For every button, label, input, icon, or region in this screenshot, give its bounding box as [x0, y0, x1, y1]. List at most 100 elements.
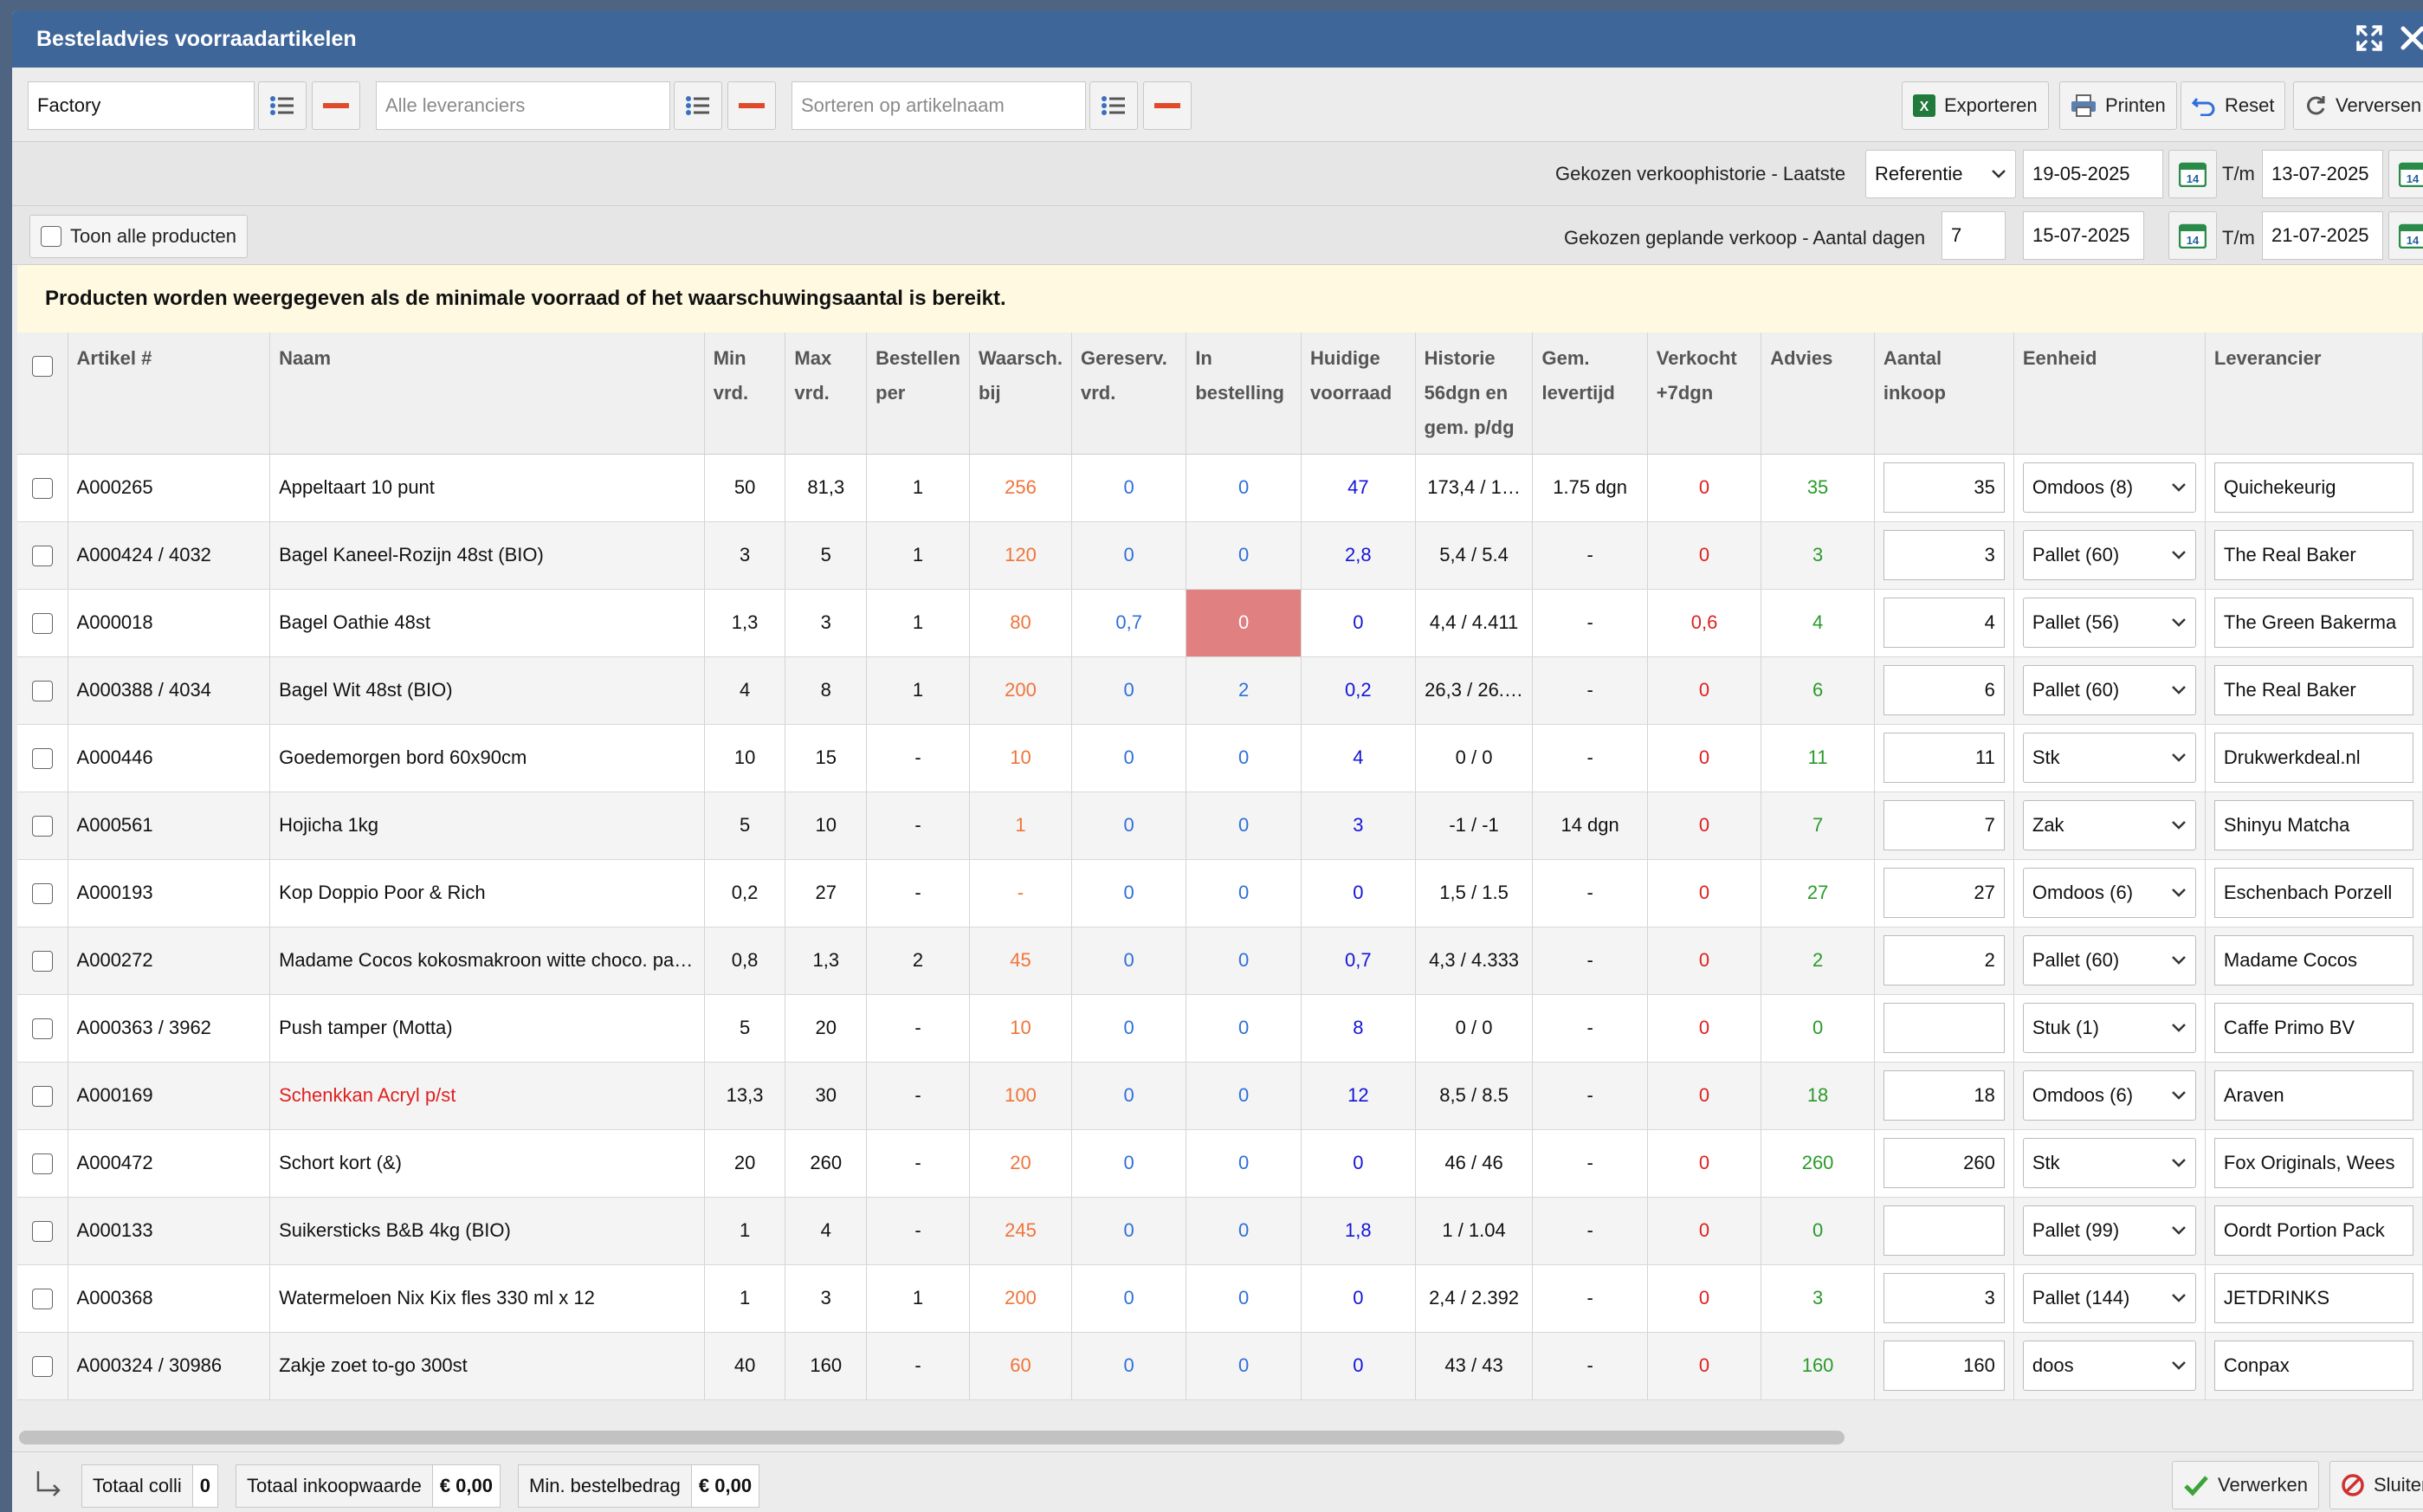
unit-select[interactable]: doos [2022, 1341, 2196, 1391]
purchase-qty-input[interactable]: 27 [1883, 868, 2005, 918]
sort-input[interactable]: Sorteren op artikelnaam [792, 81, 1086, 130]
column-header[interactable]: Min vrd. [704, 333, 786, 455]
history-from-date[interactable]: 19-05-2025 [2023, 150, 2163, 198]
row-checkbox[interactable] [31, 748, 53, 770]
column-header[interactable]: Leverancier [2205, 333, 2423, 455]
location-list-button[interactable] [258, 81, 307, 130]
row-checkbox[interactable] [31, 613, 53, 635]
purchase-qty-input[interactable]: 160 [1883, 1341, 2005, 1391]
select-all-checkbox[interactable] [31, 356, 53, 378]
planned-from-calendar-button[interactable]: 14 [2168, 211, 2217, 260]
planned-to-calendar-button[interactable]: 14 [2388, 211, 2423, 260]
row-checkbox[interactable] [31, 1086, 53, 1108]
history-to-date[interactable]: 13-07-2025 [2262, 150, 2383, 198]
sort-list-button[interactable] [1089, 81, 1138, 130]
row-checkbox[interactable] [31, 1289, 53, 1310]
history-mode-select[interactable]: Referentie [1865, 150, 2016, 198]
unit-select[interactable]: Pallet (60) [2022, 530, 2196, 580]
reset-button[interactable]: Reset [2181, 81, 2286, 130]
purchase-qty-input[interactable]: 3 [1883, 1273, 2005, 1323]
purchase-qty-input[interactable]: 11 [1883, 733, 2005, 783]
close-button[interactable]: Sluiten [2329, 1461, 2423, 1509]
column-header[interactable]: Bestellen per [866, 333, 970, 455]
column-header[interactable]: Naam [269, 333, 705, 455]
row-checkbox[interactable] [31, 816, 53, 837]
row-checkbox[interactable] [31, 1221, 53, 1243]
supplier-field[interactable]: Caffe Primo BV [2213, 1003, 2413, 1053]
purchase-qty-input[interactable] [1883, 1003, 2005, 1053]
select-all-header[interactable] [17, 333, 68, 455]
supplier-field[interactable]: Drukwerkdeal.nl [2213, 733, 2413, 783]
column-header[interactable]: Verkocht +7dgn [1647, 333, 1762, 455]
supplier-field[interactable]: The Real Baker [2213, 665, 2413, 715]
location-filter-input[interactable]: Factory [28, 81, 255, 130]
supplier-field[interactable]: Fox Originals, Wees [2213, 1138, 2413, 1188]
column-header[interactable]: Eenheid [2013, 333, 2206, 455]
maximize-icon[interactable] [2350, 19, 2388, 57]
row-checkbox[interactable] [31, 1018, 53, 1040]
column-header[interactable]: Artikel # [68, 333, 271, 455]
unit-select[interactable]: Stk [2022, 733, 2196, 783]
column-header[interactable]: Waarsch. bij [969, 333, 1072, 455]
supplier-field[interactable]: Eschenbach Porzell [2213, 868, 2413, 918]
column-header[interactable]: In bestelling [1186, 333, 1302, 455]
purchase-qty-input[interactable]: 6 [1883, 665, 2005, 715]
close-icon[interactable] [2394, 19, 2423, 57]
planned-to-date[interactable]: 21-07-2025 [2262, 211, 2383, 260]
row-checkbox[interactable] [31, 1153, 53, 1175]
process-button[interactable]: Verwerken [2172, 1461, 2319, 1509]
show-all-checkbox[interactable] [41, 226, 61, 247]
supplier-field[interactable]: Araven [2213, 1070, 2413, 1121]
purchase-qty-input[interactable]: 2 [1883, 935, 2005, 985]
unit-select[interactable]: Omdoos (6) [2022, 1070, 2196, 1121]
supplier-field[interactable]: Shinyu Matcha [2213, 800, 2413, 850]
planned-days-input[interactable]: 7 [1942, 211, 2006, 260]
planned-from-date[interactable]: 15-07-2025 [2023, 211, 2144, 260]
horizontal-scrollbar[interactable] [19, 1431, 1845, 1444]
column-header[interactable]: Gem. levertijd [1532, 333, 1648, 455]
purchase-qty-input[interactable] [1883, 1205, 2005, 1256]
unit-select[interactable]: Zak [2022, 800, 2196, 850]
location-clear-button[interactable] [312, 81, 360, 130]
purchase-qty-input[interactable]: 3 [1883, 530, 2005, 580]
row-checkbox[interactable] [31, 1356, 53, 1378]
unit-select[interactable]: Pallet (60) [2022, 935, 2196, 985]
refresh-button[interactable]: Verversen [2293, 81, 2423, 130]
unit-select[interactable]: Pallet (99) [2022, 1205, 2196, 1256]
row-checkbox[interactable] [31, 681, 53, 702]
history-from-calendar-button[interactable]: 14 [2168, 150, 2217, 198]
unit-select[interactable]: Pallet (56) [2022, 598, 2196, 648]
supplier-field[interactable]: JETDRINKS [2213, 1273, 2413, 1323]
unit-select[interactable]: Pallet (144) [2022, 1273, 2196, 1323]
unit-select[interactable]: Stk [2022, 1138, 2196, 1188]
column-header[interactable]: Gereserv. vrd. [1071, 333, 1187, 455]
column-header[interactable]: Historie 56dgn en gem. p/dg [1415, 333, 1534, 455]
supplier-field[interactable]: The Green Bakerma [2213, 598, 2413, 648]
column-header[interactable]: Huidige voorraad [1301, 333, 1416, 455]
column-header[interactable]: Aantal inkoop [1874, 333, 2014, 455]
purchase-qty-input[interactable]: 7 [1883, 800, 2005, 850]
column-header[interactable]: Advies [1761, 333, 1875, 455]
supplier-list-button[interactable] [674, 81, 722, 130]
row-checkbox[interactable] [31, 883, 53, 905]
row-checkbox[interactable] [31, 951, 53, 972]
supplier-field[interactable]: Conpax [2213, 1341, 2413, 1391]
purchase-qty-input[interactable]: 35 [1883, 462, 2005, 513]
row-checkbox[interactable] [31, 546, 53, 567]
column-header[interactable]: Max vrd. [785, 333, 868, 455]
history-to-calendar-button[interactable]: 14 [2388, 150, 2423, 198]
purchase-qty-input[interactable]: 4 [1883, 598, 2005, 648]
supplier-clear-button[interactable] [727, 81, 776, 130]
unit-select[interactable]: Omdoos (8) [2022, 462, 2196, 513]
purchase-qty-input[interactable]: 18 [1883, 1070, 2005, 1121]
row-checkbox[interactable] [31, 478, 53, 500]
unit-select[interactable]: Omdoos (6) [2022, 868, 2196, 918]
show-all-products-toggle[interactable]: Toon alle producten [29, 215, 249, 258]
sort-clear-button[interactable] [1143, 81, 1192, 130]
supplier-field[interactable]: Quichekeurig [2213, 462, 2413, 513]
supplier-field[interactable]: Oordt Portion Pack [2213, 1205, 2413, 1256]
supplier-filter-input[interactable]: Alle leveranciers [376, 81, 670, 130]
supplier-field[interactable]: The Real Baker [2213, 530, 2413, 580]
purchase-qty-input[interactable]: 260 [1883, 1138, 2005, 1188]
unit-select[interactable]: Pallet (60) [2022, 665, 2196, 715]
